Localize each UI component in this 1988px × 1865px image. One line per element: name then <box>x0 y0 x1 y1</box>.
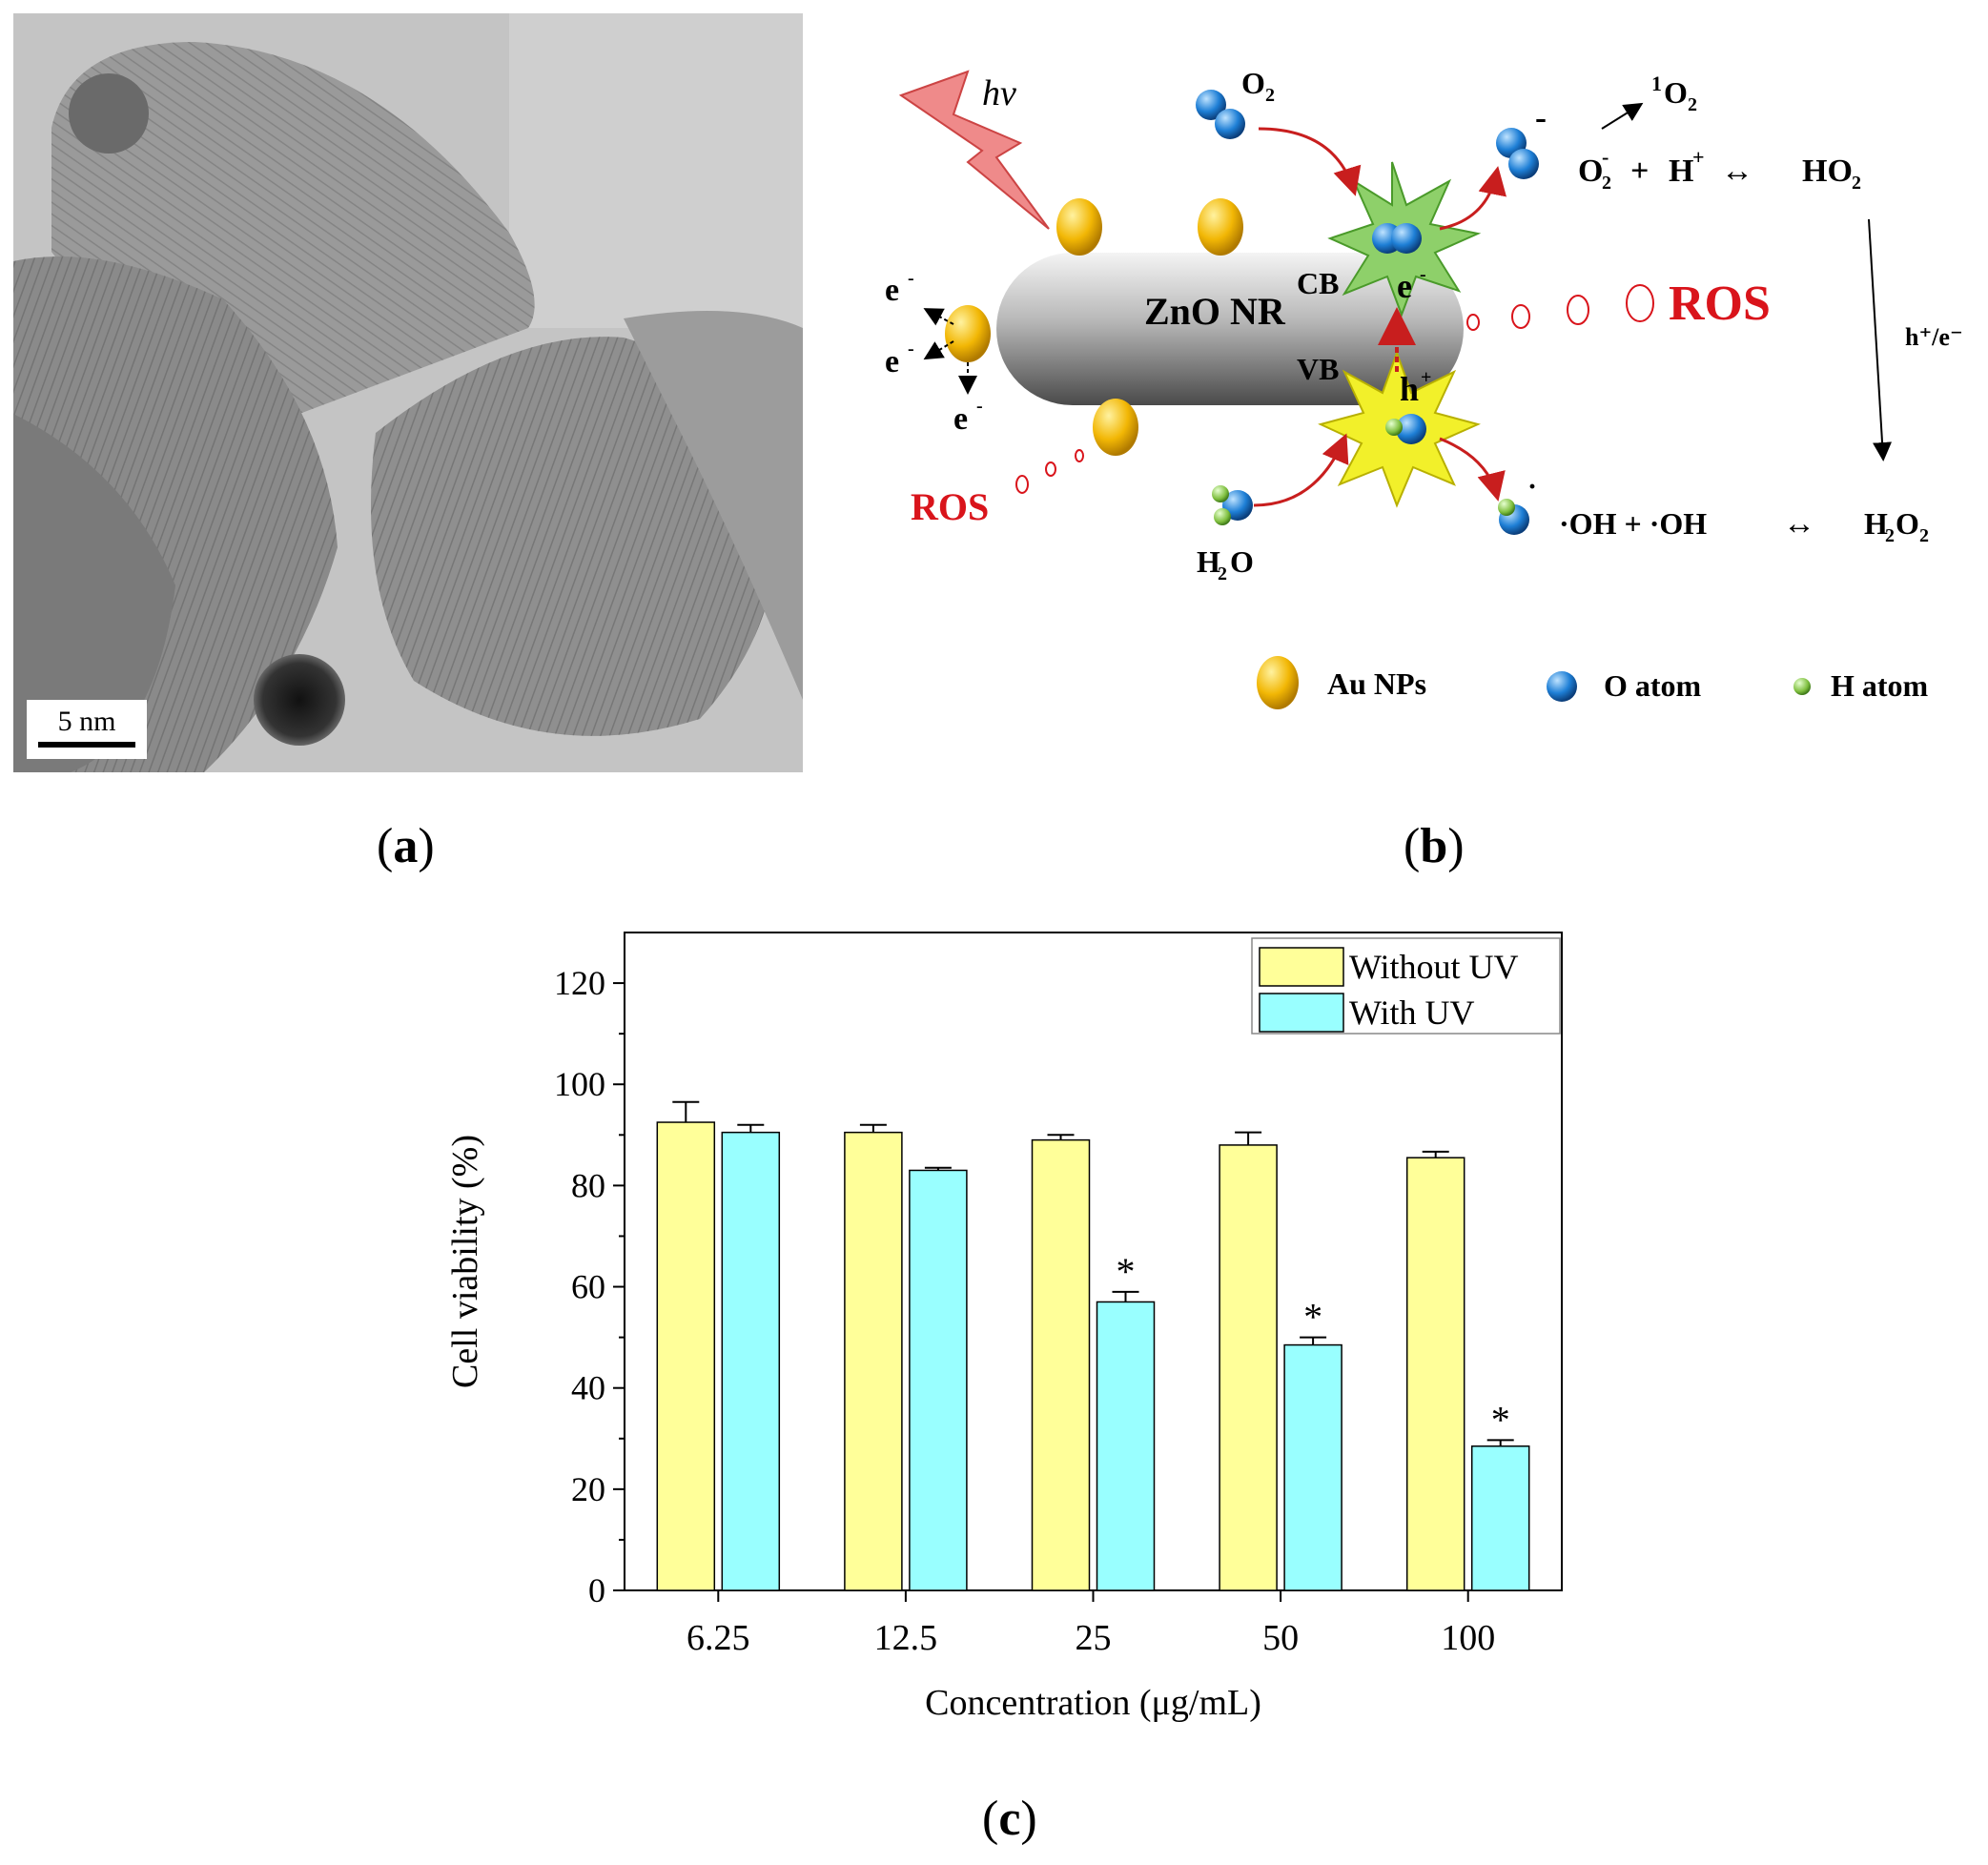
x-tick-label: 12.5 <box>874 1618 938 1658</box>
x-tick-label: 25 <box>1076 1618 1112 1658</box>
svg-text:+: + <box>1692 145 1705 169</box>
bar <box>1405 1157 1465 1591</box>
singlet-oxygen-label: O <box>1664 75 1688 110</box>
panel-label-a: (a) <box>377 819 435 873</box>
au-legend-icon <box>1257 656 1299 709</box>
significance-mark: * <box>1491 1398 1510 1441</box>
h-e-label: h⁺/e⁻ <box>1905 323 1963 351</box>
svg-text:-: - <box>1535 98 1547 136</box>
scheme-legend: Au NPs O atom H atom <box>1257 656 1929 709</box>
ros-label-left: ROS <box>911 485 989 528</box>
minus-sup: - <box>908 338 914 359</box>
y-tick-label: 0 <box>588 1571 605 1609</box>
bar <box>656 1121 716 1591</box>
legend-o-label: O atom <box>1604 668 1702 703</box>
svg-text:+: + <box>1630 154 1649 189</box>
au-np <box>1093 399 1138 456</box>
x-tick-label: 6.25 <box>687 1618 750 1658</box>
y-tick-label: 20 <box>571 1470 605 1508</box>
ros-label-right: ROS <box>1669 277 1771 331</box>
x-axis-label: Concentration (μg/mL) <box>925 1683 1261 1723</box>
svg-text:2: 2 <box>1602 173 1611 194</box>
bar <box>909 1169 968 1591</box>
bar <box>1031 1138 1091 1591</box>
panel-label-b: (b) <box>1404 819 1465 873</box>
vb-label: VB <box>1297 352 1339 386</box>
svg-text:-: - <box>1602 145 1609 169</box>
mechanism-scheme: hν ZnO NR CB VB e - e - e - e - h + O 2 … <box>885 66 1963 709</box>
y-tick-label: 60 <box>571 1268 605 1306</box>
electron-label: e <box>885 344 899 379</box>
legend-h-label: H atom <box>1831 668 1929 703</box>
svg-text:1: 1 <box>1651 72 1662 95</box>
x-tick-label: 100 <box>1441 1618 1495 1658</box>
legend-label: With UV <box>1349 994 1475 1032</box>
o-atom-legend-icon <box>1547 671 1577 702</box>
h2o-label: H <box>1197 544 1220 579</box>
vb-hole-label: h <box>1400 370 1419 408</box>
significance-mark: * <box>1117 1250 1136 1293</box>
y-tick-label: 100 <box>554 1065 605 1103</box>
svg-text:↔: ↔ <box>1783 506 1815 542</box>
svg-text:·: · <box>1527 471 1537 502</box>
bar <box>1096 1301 1156 1591</box>
au-np <box>1198 198 1243 256</box>
panel-label-c: (c) <box>982 1792 1037 1846</box>
cb-label: CB <box>1297 266 1339 300</box>
svg-text:2: 2 <box>1265 85 1275 106</box>
svg-text:H: H <box>1669 154 1693 189</box>
bar <box>1283 1343 1342 1591</box>
electron-label: e <box>885 273 899 308</box>
significance-mark: * <box>1303 1296 1322 1339</box>
svg-text:O: O <box>1578 154 1603 189</box>
hv-label: hν <box>982 73 1016 113</box>
svg-text:2: 2 <box>1885 525 1895 546</box>
au-np <box>1056 198 1102 256</box>
bar <box>721 1131 781 1591</box>
tem-micrograph: 5 nm <box>13 13 803 772</box>
bar <box>844 1131 903 1591</box>
minus-sup: - <box>908 268 914 289</box>
scale-bar-label: 5 nm <box>58 706 116 737</box>
bar <box>1219 1144 1278 1591</box>
svg-text:-: - <box>1420 264 1426 285</box>
legend-label: Without UV <box>1349 948 1519 986</box>
svg-text:O: O <box>1896 506 1919 541</box>
au-particle <box>254 654 345 746</box>
legend-swatch <box>1259 993 1344 1033</box>
x-tick-label: 50 <box>1262 1618 1299 1658</box>
zno-label: ZnO NR <box>1144 290 1286 333</box>
y-tick-label: 40 <box>571 1369 605 1407</box>
legend-swatch <box>1259 947 1344 987</box>
svg-text:2: 2 <box>1852 173 1861 194</box>
svg-text:2: 2 <box>1919 525 1929 546</box>
y-tick-label: 80 <box>571 1166 605 1204</box>
bar <box>1470 1445 1530 1591</box>
au-particle <box>69 73 149 154</box>
svg-text:↔: ↔ <box>1721 154 1753 189</box>
y-tick-label: 120 <box>554 964 605 1002</box>
cb-electron-label: e <box>1397 267 1412 305</box>
h2o2-label: H <box>1864 506 1888 541</box>
svg-text:+: + <box>1421 367 1431 388</box>
electron-label: e <box>953 401 968 437</box>
svg-text:O: O <box>1230 544 1254 579</box>
svg-text:2: 2 <box>1688 94 1697 115</box>
light-bolt-icon <box>898 70 1050 230</box>
oh-equation: ·OH + ·OH <box>1559 506 1707 541</box>
svg-text:2: 2 <box>1218 564 1227 584</box>
minus-sup: - <box>976 396 983 417</box>
h-atom-legend-icon <box>1793 678 1811 695</box>
scale-bar: 5 nm <box>27 700 147 759</box>
y-axis-label: Cell viability (%) <box>445 1135 485 1388</box>
ho2-label: HO <box>1802 154 1853 189</box>
legend-au-label: Au NPs <box>1327 666 1426 701</box>
au-np <box>945 305 991 362</box>
o2-label: O <box>1241 66 1265 100</box>
cell-viability-chart: 0 20 40 60 80 100 120 6.25 12.5 * 25 * 50 * 100 Concent… <box>445 932 1563 1723</box>
